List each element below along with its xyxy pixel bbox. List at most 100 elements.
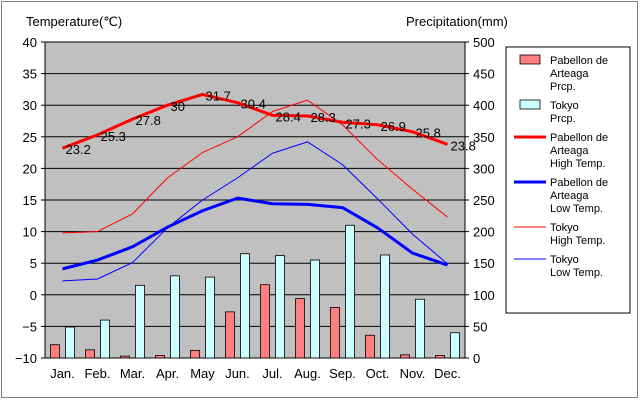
pabellon-high-data-label: 23.8 xyxy=(451,138,476,153)
tokyo-low-line xyxy=(62,141,448,282)
left-tick-label: −5 xyxy=(22,319,37,334)
legend-label-0: Arteaga xyxy=(550,68,589,80)
pabellon-precip-bar xyxy=(400,354,410,359)
legend-label-4: Tokyo xyxy=(550,222,579,234)
pabellon-precip-bar xyxy=(155,355,165,359)
pabellon-high-data-label: 30.4 xyxy=(241,97,266,112)
right-tick-label: 100 xyxy=(473,288,495,303)
x-axis-ticks: Jan. Feb. Mar. Apr. May Jun. Jul. Aug. Sep. Oct. N… xyxy=(50,366,461,381)
pabellon-precip-bar xyxy=(85,349,95,359)
right-tick-label: 300 xyxy=(473,161,495,176)
left-tick-label: 35 xyxy=(23,67,37,82)
right-axis-title: Precipitation(mm) xyxy=(406,14,508,29)
x-tick-label: Feb. xyxy=(84,366,110,381)
right-tick-label: 500 xyxy=(473,35,495,50)
x-tick-label: Aug. xyxy=(294,366,321,381)
gridlines xyxy=(45,73,465,327)
legend-label-2: Pabellon de xyxy=(550,132,608,144)
left-tick-label: 0 xyxy=(30,288,37,303)
right-tick-label: 200 xyxy=(473,225,495,240)
legend-label-3: Low Temp. xyxy=(550,203,603,215)
legend-label-5: Low Temp. xyxy=(550,267,603,279)
tokyo-precip-bar xyxy=(100,319,110,359)
tokyo-precip-bar xyxy=(65,326,75,359)
legend-label-0: Prcp. xyxy=(550,81,576,93)
tokyo-precip-bar xyxy=(345,224,355,359)
pabellon-precip-bar xyxy=(260,284,270,359)
x-tick-label: Oct. xyxy=(366,366,390,381)
tokyo-precip-bar xyxy=(310,259,320,359)
x-tick-label: Jul. xyxy=(262,366,282,381)
x-tick-label: Jan. xyxy=(50,366,75,381)
tokyo-precip-bar xyxy=(135,284,145,359)
pabellon-precip-bar xyxy=(435,355,445,359)
left-tick-label: −10 xyxy=(15,351,37,366)
temperature-lines xyxy=(61,92,449,282)
pabellon-high-data-label: 28.4 xyxy=(276,109,301,124)
pabellon-low-line xyxy=(62,196,448,271)
left-tick-label: 20 xyxy=(23,161,37,176)
legend-label-3: Arteaga xyxy=(550,190,589,202)
legend-swatch-1 xyxy=(519,99,541,110)
pabellon-high-data-label: 27.8 xyxy=(136,113,161,128)
pabellon-high-data-label: 23.2 xyxy=(66,142,91,157)
tokyo-precip-bar xyxy=(170,275,180,359)
left-tick-label: 25 xyxy=(23,130,37,145)
pabellon-high-data-label: 25.3 xyxy=(101,129,126,144)
pabellon-precip-bar xyxy=(190,350,200,359)
left-tick-label: 10 xyxy=(23,225,37,240)
left-axis-ticks: 40 35 30 25 20 15 10 5 0 −5 −10 xyxy=(15,35,45,366)
tokyo-precip-bar xyxy=(205,276,215,359)
x-tick-label: Dec. xyxy=(434,366,461,381)
pabellon-precip-bar xyxy=(225,311,235,359)
right-tick-label: 400 xyxy=(473,98,495,113)
left-tick-label: 40 xyxy=(23,35,37,50)
left-tick-label: 30 xyxy=(23,98,37,113)
pabellon-precip-bar xyxy=(50,344,60,359)
tokyo-precip-bar xyxy=(275,255,285,359)
x-tick-label: Nov. xyxy=(400,366,426,381)
x-tick-label: Jun. xyxy=(225,366,250,381)
legend-label-2: Arteaga xyxy=(550,145,589,157)
x-tick-label: May xyxy=(190,366,215,381)
x-tick-label: Apr. xyxy=(156,366,179,381)
pabellon-high-data-label: 26.9 xyxy=(381,119,406,134)
legend-label-3: Pabellon de xyxy=(550,177,608,189)
tokyo-precip-bar xyxy=(240,253,250,359)
pabellon-high-data-label: 31.7 xyxy=(206,88,231,103)
precipitation-bars xyxy=(50,224,460,359)
x-tick-label: Mar. xyxy=(120,366,145,381)
right-tick-label: 0 xyxy=(473,351,480,366)
right-tick-label: 50 xyxy=(473,319,487,334)
legend-label-1: Prcp. xyxy=(550,113,576,125)
left-tick-label: 15 xyxy=(23,193,37,208)
pabellon-high-data-label: 30 xyxy=(171,99,185,114)
left-tick-label: 5 xyxy=(30,256,37,271)
pabellon-high-line xyxy=(61,92,449,150)
pabellon-precip-bar xyxy=(365,334,375,359)
tokyo-precip-bar xyxy=(380,254,390,359)
right-tick-label: 450 xyxy=(473,67,495,82)
legend-box xyxy=(505,46,631,314)
tokyo-precip-bar xyxy=(450,332,460,359)
x-tick-label: Sep. xyxy=(329,366,356,381)
right-tick-label: 350 xyxy=(473,130,495,145)
tokyo-high-line xyxy=(62,99,448,234)
pabellon-precip-bar xyxy=(120,355,130,359)
legend-swatch-0 xyxy=(519,54,541,65)
legend-label-5: Tokyo xyxy=(550,254,579,266)
legend-label-1: Tokyo xyxy=(550,100,579,112)
pabellon-high-data-label: 27.3 xyxy=(346,116,371,131)
left-axis-title: Temperature(℃) xyxy=(26,14,122,29)
legend: Pabellon deArteagaPrcp.TokyoPrcp.Pabello… xyxy=(505,46,631,314)
pabellon-high-data-label: 28.3 xyxy=(311,110,336,125)
data-labels: 23.2 25.3 27.8 30 31.7 30.4 28.4 28.3 27.3 26.9 25… xyxy=(66,88,476,157)
legend-label-0: Pabellon de xyxy=(550,55,608,67)
right-tick-label: 250 xyxy=(473,193,495,208)
pabellon-precip-bar xyxy=(330,307,340,359)
tokyo-precip-bar xyxy=(415,298,425,359)
legend-label-4: High Temp. xyxy=(550,235,605,247)
